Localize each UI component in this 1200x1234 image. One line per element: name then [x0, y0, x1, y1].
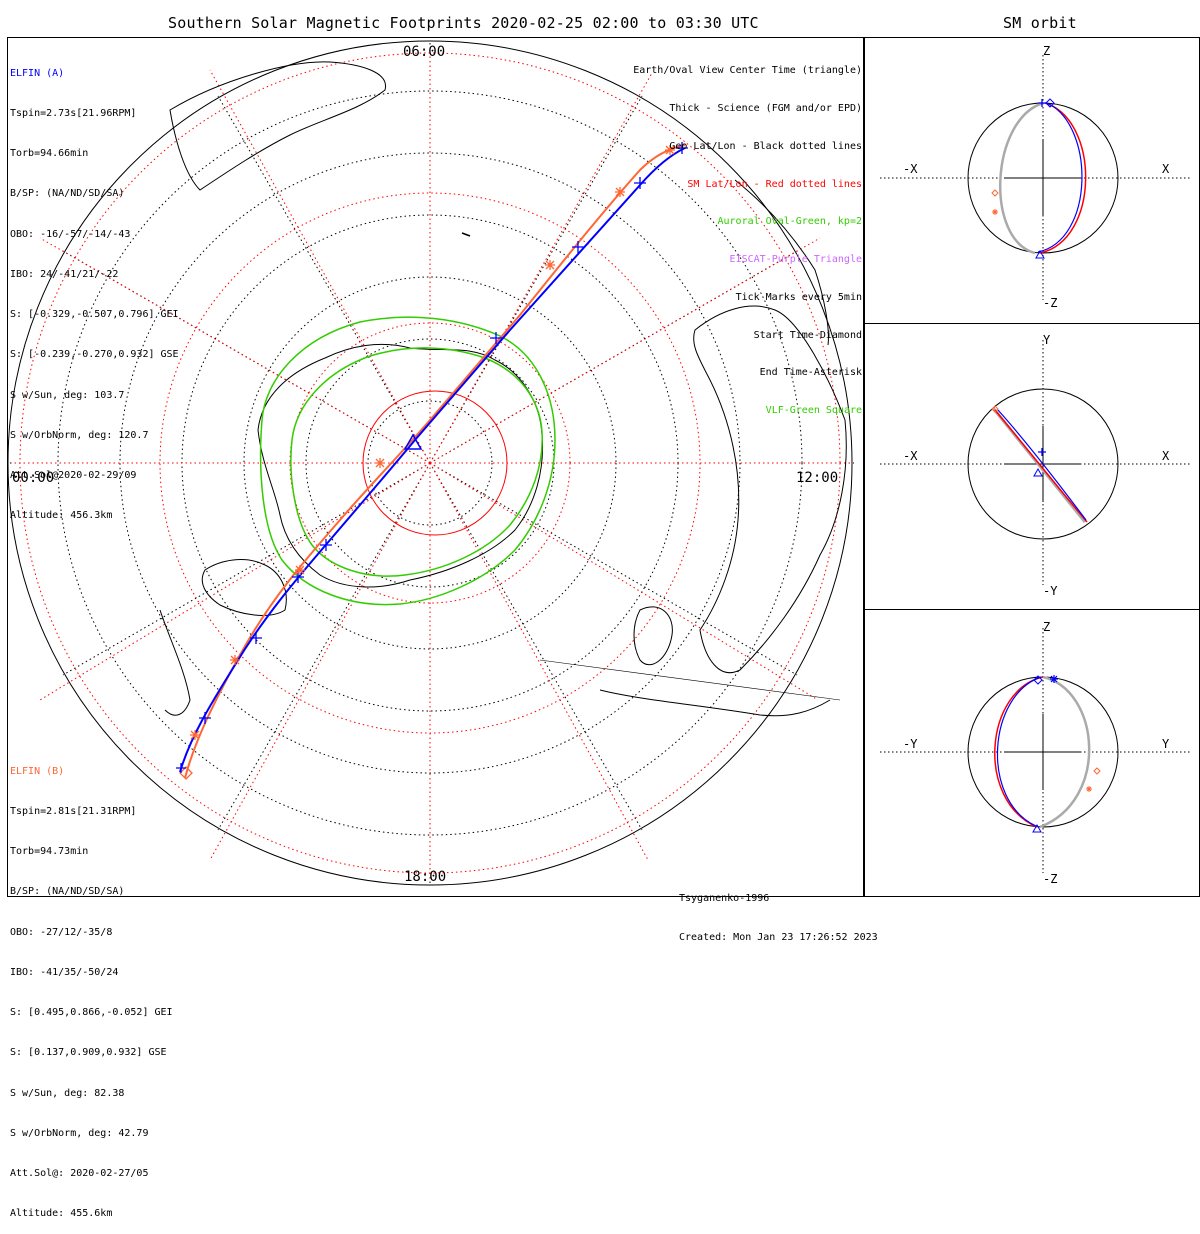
orbit-yz-bottom-label: -Z [1043, 872, 1058, 886]
elfin-b-line: B/SP: (NA/ND/SD/SA) [10, 886, 125, 898]
elfin-a-line: B/SP: (NA/ND/SD/SA) [10, 188, 125, 200]
orbit-yz-right-label: Y [1162, 737, 1170, 751]
elfin-a-line: Tspin=2.73s[21.96RPM] [10, 108, 137, 120]
orbit-xy-right-label: X [1162, 449, 1170, 463]
orbit-xz-top-label: Z [1043, 44, 1051, 58]
orbit-xz-bottom-label: -Z [1043, 296, 1058, 310]
elfin-a-line: Altitude: 456.3km [10, 510, 113, 522]
orbit-xz-right-label: X [1162, 162, 1170, 176]
legend: Earth/Oval View Center Time (triangle) T… [633, 40, 862, 430]
legend-entry: Tick Marks every 5min [735, 291, 862, 303]
elfin-b-line: OBO: -27/12/-35/8 [10, 926, 113, 938]
elfin-a-line: S: [-0.239,-0.270,0.932] GSE [10, 349, 179, 361]
orbit-xz-left-label: -X [903, 162, 918, 176]
orbit-yz-left-label: -Y [903, 737, 918, 751]
elfin-b-line: S w/OrbNorm, deg: 42.79 [10, 1127, 149, 1139]
elfin-b-start-diamond [179, 766, 193, 780]
elfin-a-line: S: [-0.329,-0.507,0.796] GEI [10, 309, 179, 321]
created-timestamp: Created: Mon Jan 23 17:26:52 2023 [679, 932, 878, 943]
page-title: Southern Solar Magnetic Footprints 2020-… [168, 14, 759, 32]
mlt-label-left: 00:00 [12, 470, 55, 486]
legend-entry: Auroral Oval-Green, kp=2 [717, 216, 863, 228]
elfin-b-line: Att.Sol@: 2020-02-27/05 [10, 1168, 149, 1179]
legend-entry: SM Lat/Lon - Red dotted lines [687, 178, 862, 190]
mlt-label-right: 12:00 [796, 470, 839, 486]
footprint-map [8, 40, 854, 886]
elfin-b-line: Torb=94.73min [10, 846, 89, 858]
footprint-map-panel [7, 37, 864, 897]
elfin-b-line: S: [0.137,0.909,0.932] GSE [10, 1047, 167, 1059]
mlt-label-bottom: 18:00 [404, 869, 447, 885]
view-center-triangle [403, 433, 423, 450]
elfin-b-ticks [190, 145, 675, 740]
elfin-a-start-marker [176, 763, 186, 773]
legend-entry: Earth/Oval View Center Time (triangle) [633, 65, 862, 77]
orbit-plot-yz [880, 628, 1190, 873]
coastlines [159, 61, 847, 717]
legend-entry: Geo Lat/Lon - Black dotted lines [669, 140, 862, 152]
elfin-a-line: OBO: -16/-57/-14/-43 [10, 228, 131, 240]
elfin-a-line: Torb=94.66min [10, 148, 89, 160]
elfin-a-info: ELFIN (A) Tspin=2.73s[21.96RPM] Torb=94.… [10, 40, 179, 536]
elfin-b-line: IBO: -41/35/-50/24 [10, 966, 119, 978]
orbit-plots [880, 55, 1190, 873]
elfin-b-name: ELFIN (B) [10, 765, 65, 777]
legend-entry: Thick - Science (FGM and/or EPD) [669, 102, 862, 114]
elfin-a-line: IBO: 24/-41/21/-22 [10, 268, 119, 280]
mlt-label-top: 06:00 [403, 44, 446, 60]
sm-grid [14, 45, 850, 880]
legend-entry: EISCAT-Purple Triangle [729, 254, 862, 266]
legend-entry: End Time-Asterisk [759, 367, 862, 379]
orbit-xy-left-label: -X [903, 449, 918, 463]
map-boundary [8, 40, 853, 886]
legend-entry: VLF-Green Square [765, 405, 862, 417]
elfin-a-ticks [199, 142, 688, 724]
elfin-b-line: Altitude: 455.6km [10, 1208, 113, 1220]
elfin-b-line: S: [0.495,0.866,-0.052] GEI [10, 1007, 173, 1019]
elfin-a-line: S w/OrbNorm, deg: 120.7 [10, 429, 149, 441]
orbit-xy-bottom-label: -Y [1043, 584, 1058, 598]
elfin-b-line: S w/Sun, deg: 82.38 [10, 1087, 125, 1099]
orbit-title: SM orbit [1003, 14, 1077, 32]
elfin-b-line: Tspin=2.81s[21.31RPM] [10, 806, 137, 818]
sm-center-circle [362, 390, 508, 536]
orbit-xy-top-label: Y [1043, 333, 1051, 347]
elfin-a-line: Att.Sol@2020-02-29/09 [10, 470, 137, 481]
elfin-a-line: S w/Sun, deg: 103.7 [10, 389, 125, 401]
elfin-a-name: ELFIN (A) [10, 67, 65, 79]
model-name: Tsyganenko-1996 [679, 893, 770, 904]
orbit-yz-top-label: Z [1043, 620, 1051, 634]
orbit-plot-xy [880, 340, 1190, 585]
orbit-plot-xz [880, 55, 1190, 300]
legend-entry: Start Time-Diamond [753, 329, 862, 341]
